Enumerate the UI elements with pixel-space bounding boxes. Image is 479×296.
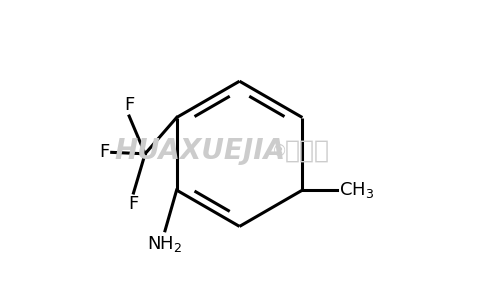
Text: F: F bbox=[128, 195, 138, 213]
Text: 化学加: 化学加 bbox=[285, 139, 330, 163]
Text: HUAXUEJIA: HUAXUEJIA bbox=[114, 137, 286, 165]
Text: F: F bbox=[99, 143, 109, 161]
Text: F: F bbox=[124, 96, 134, 114]
Text: ®: ® bbox=[272, 143, 287, 158]
Text: NH$_2$: NH$_2$ bbox=[148, 234, 182, 254]
Text: CH$_3$: CH$_3$ bbox=[339, 180, 374, 200]
